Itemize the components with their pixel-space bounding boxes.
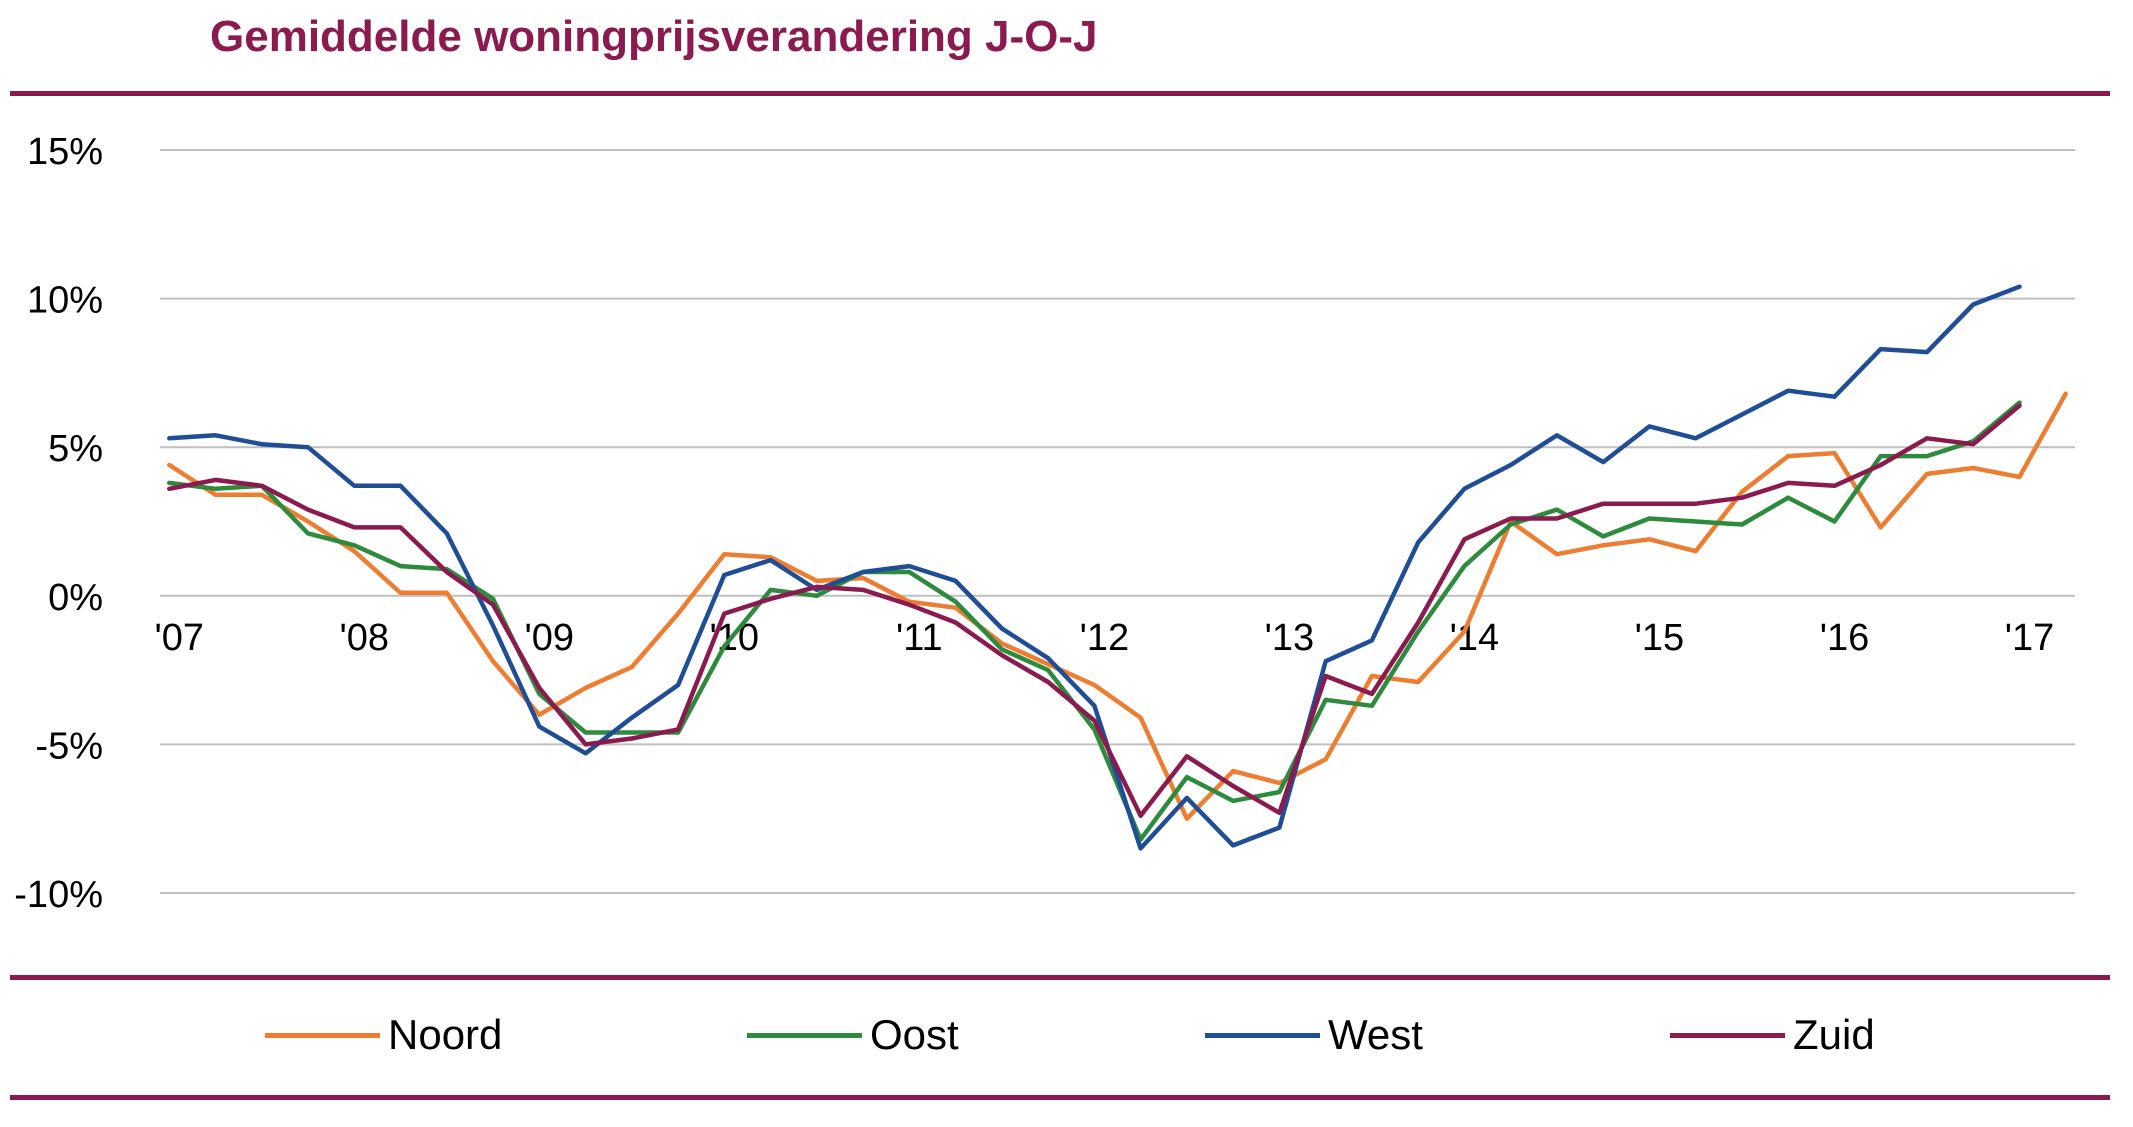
x-tick-label: '08 — [340, 617, 390, 659]
legend-label: West — [1328, 1011, 1423, 1058]
x-tick-label: '09 — [525, 617, 575, 659]
series-line-zuid — [167, 403, 2022, 818]
legend-item-west: West — [1205, 1010, 1423, 1060]
top-rule — [10, 91, 2110, 96]
series-line-oost — [167, 400, 2022, 842]
y-axis-tick-labels: -10% -5% 0% 5% 10% 15% — [14, 131, 103, 916]
y-tick-label: 15% — [27, 131, 103, 173]
legend-item-oost: Oost — [747, 1010, 959, 1060]
series-lines — [167, 284, 2068, 851]
y-tick-label: -5% — [35, 725, 103, 767]
legend-swatch — [1205, 1032, 1320, 1038]
x-tick-label: '11 — [896, 617, 943, 659]
legend-label: Zuid — [1793, 1011, 1875, 1058]
y-tick-label: 5% — [48, 428, 103, 470]
legend-item-zuid: Zuid — [1670, 1010, 1875, 1060]
x-tick-label: '16 — [1820, 617, 1870, 659]
y-tick-label: -10% — [14, 874, 103, 916]
legend-top-rule — [10, 975, 2110, 980]
x-tick-label: '12 — [1080, 617, 1130, 659]
y-tick-label: 0% — [48, 577, 103, 619]
legend-item-noord: Noord — [265, 1010, 502, 1060]
legend-label: Noord — [388, 1011, 503, 1058]
x-tick-label: '17 — [2005, 617, 2055, 659]
series-line-noord — [167, 391, 2068, 821]
x-tick-label: '15 — [1635, 617, 1685, 659]
x-axis-tick-labels: '07'08'09'10'11'12'13'14'15'16'17 — [154, 617, 2054, 659]
legend-swatch — [747, 1032, 862, 1038]
legend-swatch — [265, 1032, 380, 1038]
x-tick-label: '13 — [1265, 617, 1315, 659]
line-chart: -10%-5%0%5%10%15% '07'08'09'10'11'12'13 '… — [14, 131, 2075, 916]
bottom-rule — [10, 1095, 2110, 1100]
legend-swatch — [1670, 1032, 1785, 1038]
chart-title: Gemiddelde woningprijsverandering J-O-J — [210, 12, 1098, 61]
x-tick-label: '07 — [154, 617, 204, 659]
legend-label: Oost — [870, 1011, 959, 1058]
y-tick-label: 10% — [27, 280, 103, 322]
